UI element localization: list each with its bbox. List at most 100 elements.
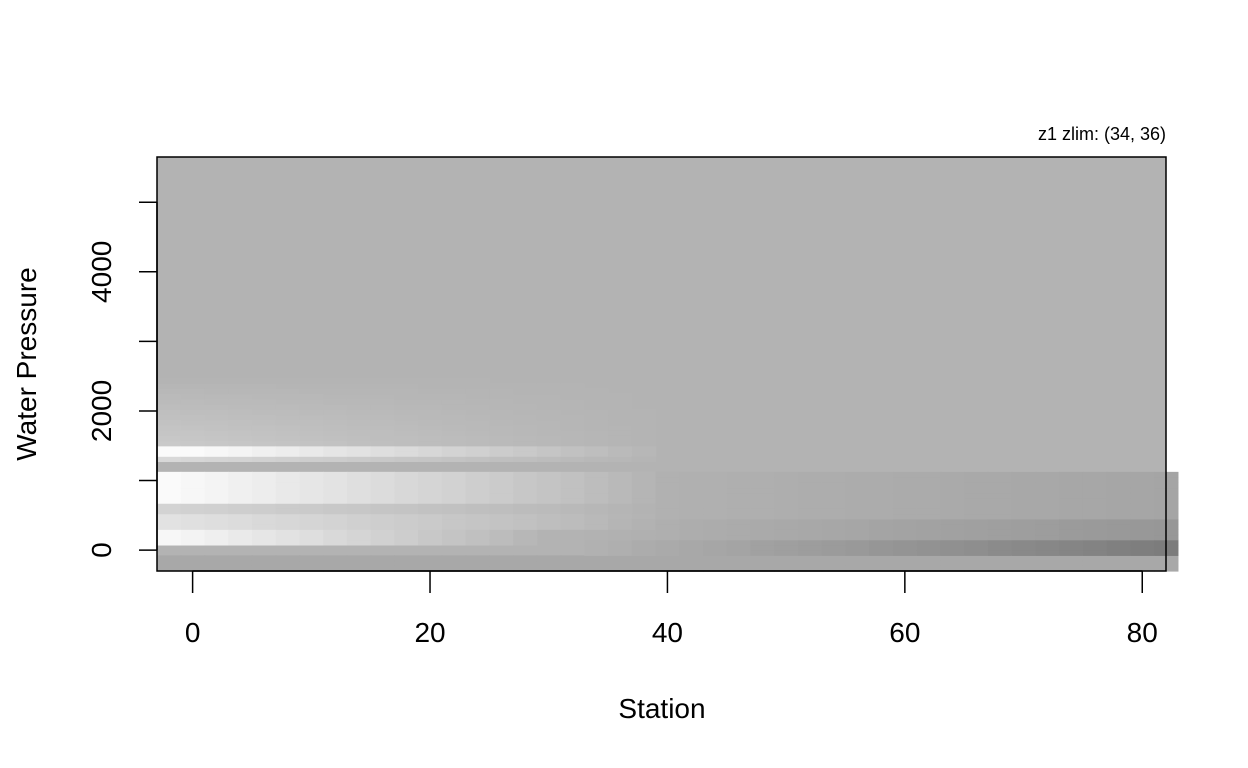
heatmap-cell: [513, 518, 538, 525]
heatmap-cell: [251, 450, 277, 457]
heatmap-cell: [299, 471, 324, 478]
heatmap-cell: [536, 482, 562, 489]
heatmap-cell: [157, 560, 182, 567]
heatmap-cell: [275, 565, 301, 572]
heatmap-cell: [513, 539, 538, 546]
heatmap-cell: [275, 503, 301, 509]
heatmap-cell: [987, 544, 1013, 551]
heatmap-cell: [869, 492, 894, 499]
heatmap-cell: [798, 513, 823, 520]
heatmap-cell: [228, 477, 253, 483]
heatmap-cell: [228, 414, 253, 421]
heatmap-cell: [584, 398, 609, 405]
heatmap-cell: [441, 404, 467, 410]
heatmap-cell: [845, 529, 870, 536]
heatmap-cell: [418, 529, 443, 536]
heatmap-cell: [560, 383, 585, 389]
heatmap-cell: [370, 524, 396, 530]
heatmap-cell: [1106, 487, 1131, 494]
heatmap-cell: [750, 524, 775, 530]
heatmap-cell: [418, 435, 443, 442]
heatmap-cell: [821, 471, 847, 478]
heatmap-cell: [679, 497, 704, 504]
heatmap-cell: [323, 565, 348, 572]
heatmap-cell: [940, 471, 965, 478]
heatmap-cell: [513, 508, 538, 515]
heatmap-cell: [892, 565, 918, 572]
heatmap-cell: [346, 482, 372, 489]
heatmap-cell: [1059, 487, 1084, 494]
heatmap-cell: [892, 508, 918, 515]
heatmap-cell: [180, 518, 206, 525]
heatmap-cell: [513, 477, 538, 483]
heatmap-cell: [394, 560, 419, 567]
heatmap-cell: [465, 435, 490, 442]
heatmap-cell: [987, 503, 1013, 509]
heatmap-cell: [394, 492, 419, 499]
heatmap-cell: [536, 471, 562, 478]
heatmap-cell: [157, 565, 182, 572]
heatmap-cell: [251, 565, 277, 572]
heatmap-cell: [157, 419, 182, 426]
heatmap-cell: [1106, 544, 1131, 551]
heatmap-cell: [275, 534, 301, 541]
heatmap-cell: [299, 414, 324, 421]
heatmap-cell: [1011, 497, 1037, 504]
heatmap-cell: [370, 513, 396, 520]
heatmap-cell: [560, 398, 585, 405]
heatmap-cell: [821, 544, 847, 551]
heatmap-cell: [346, 377, 372, 384]
heatmap-cell: [180, 377, 206, 384]
heatmap-cell: [750, 534, 775, 541]
heatmap-cell: [228, 398, 253, 405]
heatmap-cell: [655, 539, 680, 546]
heatmap-cell: [845, 482, 870, 489]
heatmap-cell: [1059, 503, 1084, 509]
heatmap-cell: [204, 565, 229, 572]
heatmap-cell: [774, 497, 799, 504]
heatmap-cell: [584, 424, 609, 431]
heatmap-cell: [157, 534, 182, 541]
heatmap-cell: [821, 518, 847, 525]
heatmap-cell: [228, 524, 253, 530]
heatmap-cell: [513, 435, 538, 442]
heatmap-cell: [323, 524, 348, 530]
heatmap-cell: [157, 430, 182, 436]
heatmap-cell: [299, 503, 324, 509]
heatmap-cell: [418, 497, 443, 504]
heatmap-cell: [251, 518, 277, 525]
heatmap-cell: [1106, 555, 1131, 562]
heatmap-cell: [1035, 555, 1060, 562]
heatmap-cell: [750, 482, 775, 489]
heatmap-cell: [1106, 529, 1131, 536]
heatmap-cell: [726, 503, 752, 509]
heatmap-cell: [655, 544, 680, 551]
heatmap-cell: [513, 419, 538, 426]
heatmap-cell: [323, 430, 348, 436]
heatmap-cell: [631, 487, 657, 494]
heatmap-cell: [465, 518, 490, 525]
heatmap-cell: [157, 529, 182, 536]
heatmap-cell: [489, 445, 514, 452]
heatmap-cell: [418, 440, 443, 447]
heatmap-cell: [299, 534, 324, 541]
heatmap-cell: [774, 534, 799, 541]
heatmap-cell: [441, 539, 467, 546]
heatmap-cell: [441, 497, 467, 504]
heatmap-cell: [608, 477, 633, 483]
heatmap-cell: [180, 560, 206, 567]
heatmap-cell: [1106, 518, 1131, 525]
heatmap-cell: [299, 487, 324, 494]
heatmap-cell: [1059, 497, 1084, 504]
heatmap-cell: [1082, 529, 1108, 536]
heatmap-cell: [869, 555, 894, 562]
heatmap-cell: [774, 524, 799, 530]
heatmap-cell: [251, 529, 277, 536]
heatmap-cell: [916, 513, 942, 520]
heatmap-cell: [631, 534, 657, 541]
heatmap-cell: [323, 377, 348, 384]
heatmap-cell: [370, 508, 396, 515]
heatmap-cell: [798, 477, 823, 483]
heatmap-cell: [228, 518, 253, 525]
heatmap-cell: [323, 450, 348, 457]
